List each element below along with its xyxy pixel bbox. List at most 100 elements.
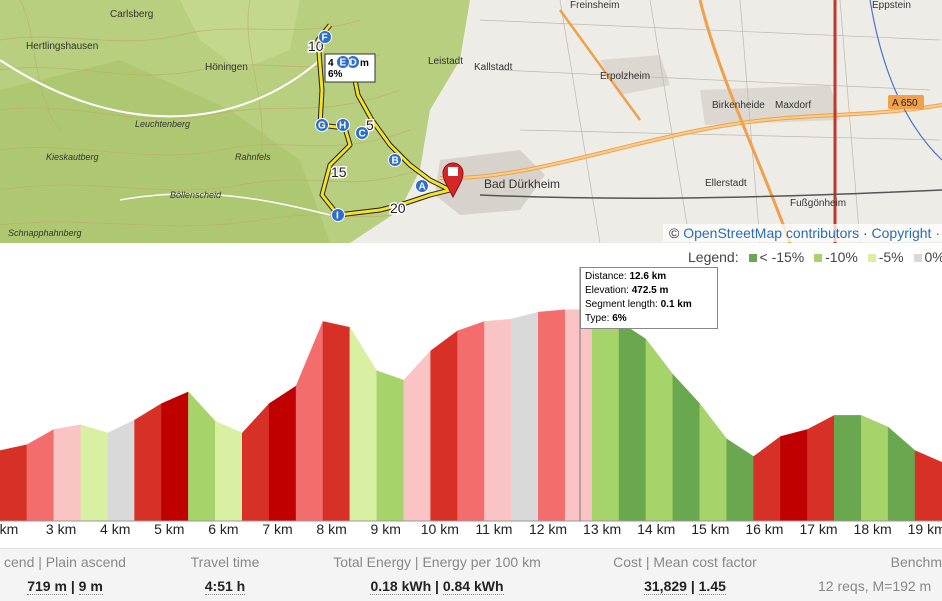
location-pin-icon[interactable] — [442, 162, 464, 199]
x-tick-label: 4 km — [100, 521, 131, 537]
place-label: Böllenscheid — [170, 190, 222, 200]
place-label: Kieskautberg — [46, 152, 99, 162]
map-view[interactable]: Carlsberg Hertlingshausen Höningen Leuch… — [0, 0, 942, 243]
place-label: Bad Dürkheim — [484, 177, 560, 191]
profile-segment[interactable] — [618, 321, 647, 522]
profile-segment[interactable] — [26, 429, 55, 522]
profile-segment[interactable] — [780, 429, 808, 522]
place-label: Birkenheide — [712, 100, 765, 111]
profile-segment[interactable] — [161, 391, 189, 522]
profile-segment[interactable] — [215, 420, 243, 522]
benchmark-value[interactable]: 12 reqs, M=192 m — [818, 578, 932, 594]
waypoint-I[interactable]: I — [331, 208, 345, 222]
road-label: A 650 — [892, 98, 918, 109]
energy-per-100-value[interactable]: 0.84 kWh — [442, 578, 504, 595]
profile-segment[interactable] — [538, 309, 566, 522]
place-label: Leistadt — [428, 56, 463, 67]
elevation-chart[interactable] — [0, 243, 942, 548]
legend-item: < -15% — [759, 249, 805, 265]
svg-text:D: D — [350, 58, 357, 69]
km-marker: 15 — [331, 164, 347, 180]
profile-segment[interactable] — [753, 435, 781, 522]
tooltip-distance: Distance: 12.6 km — [585, 271, 667, 282]
profile-segment[interactable] — [403, 350, 431, 522]
profile-segment[interactable] — [134, 403, 162, 522]
attribution-sep: · — [859, 225, 872, 241]
x-tick-label: 15 km — [691, 521, 730, 537]
profile-segment[interactable] — [53, 424, 81, 522]
town-area — [435, 150, 545, 215]
waypoint-E[interactable]: E — [336, 55, 350, 69]
legend-swatch — [748, 254, 757, 263]
waypoint-B[interactable]: B — [388, 153, 402, 167]
tooltip-segment: Segment length: 0.1 km — [585, 299, 692, 310]
profile-segment[interactable] — [484, 318, 512, 522]
profile-segment[interactable] — [511, 311, 539, 522]
profile-segment[interactable] — [322, 321, 351, 522]
svg-text:C: C — [359, 129, 366, 140]
tooltip-elevation: Elevation: 472.5 m — [585, 285, 669, 296]
profile-segment[interactable] — [188, 391, 216, 522]
profile-segment[interactable] — [349, 326, 378, 522]
town-area — [600, 55, 670, 95]
svg-text:H: H — [339, 121, 346, 132]
profile-segment[interactable] — [107, 419, 135, 522]
profile-segment[interactable] — [268, 385, 297, 522]
stat-energy: Total Energy | Energy per 100 km 0.18 kW… — [333, 554, 541, 595]
attribution-prefix: © — [668, 225, 684, 241]
profile-segment[interactable] — [807, 414, 835, 522]
travel-time-value[interactable]: 4:51 h — [204, 578, 246, 595]
profile-segment[interactable] — [591, 309, 620, 522]
waypoint-C[interactable]: C — [355, 126, 369, 140]
svg-text:F: F — [322, 33, 328, 44]
copyright-link[interactable]: Copyright · — [871, 225, 940, 241]
x-tick-label: 17 km — [799, 521, 838, 537]
profile-segment[interactable] — [672, 373, 701, 522]
cost-value[interactable]: 31,829 — [644, 578, 687, 595]
stat-ascend: cend | Plain ascend 719 m | 9 m — [4, 554, 126, 595]
waypoint-D[interactable]: D — [346, 55, 360, 69]
x-tick-label: 9 km — [370, 521, 401, 537]
profile-segment[interactable] — [80, 424, 108, 522]
profile-segment[interactable] — [726, 438, 754, 522]
waypoint-F[interactable]: F — [318, 30, 332, 44]
profile-segment[interactable] — [457, 321, 485, 522]
contour-lines — [0, 0, 431, 227]
x-tick-label: 5 km — [154, 521, 185, 537]
waypoint-A[interactable]: A — [415, 179, 429, 193]
profile-segment[interactable] — [0, 444, 28, 522]
x-tick-label: 3 km — [45, 521, 77, 537]
waypoint-H[interactable]: H — [336, 118, 350, 132]
place-label: Ellerstadt — [705, 178, 747, 189]
place-label: Schnapphahnberg — [8, 228, 82, 238]
x-tick-label: 11 km — [475, 521, 513, 537]
total-energy-value[interactable]: 0.18 kWh — [370, 578, 432, 595]
place-label: Leuchtenberg — [135, 119, 190, 129]
profile-segment[interactable] — [430, 330, 458, 522]
osm-link[interactable]: OpenStreetMap contributors — [683, 225, 860, 241]
x-tick-label: 16 km — [745, 521, 784, 537]
profile-segment[interactable] — [295, 321, 324, 522]
profile-segment[interactable] — [834, 415, 862, 522]
profile-segment[interactable] — [861, 414, 889, 522]
mean-cost-value[interactable]: 1.45 — [698, 578, 726, 595]
waypoint-G[interactable]: G — [315, 118, 329, 132]
road-shield — [888, 95, 924, 109]
profile-segment[interactable] — [699, 402, 727, 522]
profile-segment[interactable] — [887, 426, 916, 522]
x-tick-label: 6 km — [208, 521, 239, 537]
map-canvas[interactable]: Carlsberg Hertlingshausen Höningen Leuch… — [0, 0, 942, 243]
place-label: Hertlingshausen — [26, 41, 98, 52]
profile-segment[interactable] — [645, 338, 674, 522]
x-tick-label: km — [0, 521, 19, 537]
profile-segment[interactable] — [564, 309, 593, 522]
elevation-profile[interactable]: Legend: < -15% -10% -5% 0% Distance: 12.… — [0, 243, 942, 548]
x-tick-label: 18 km — [853, 521, 892, 537]
profile-segment[interactable] — [914, 450, 942, 522]
profile-segment[interactable] — [376, 370, 404, 522]
plain-ascend-value[interactable]: 9 m — [78, 578, 103, 595]
legend-swatch — [814, 254, 823, 263]
place-label: Fußgönheim — [790, 198, 846, 209]
profile-segment[interactable] — [241, 402, 270, 522]
ascend-value[interactable]: 719 m — [27, 578, 67, 595]
